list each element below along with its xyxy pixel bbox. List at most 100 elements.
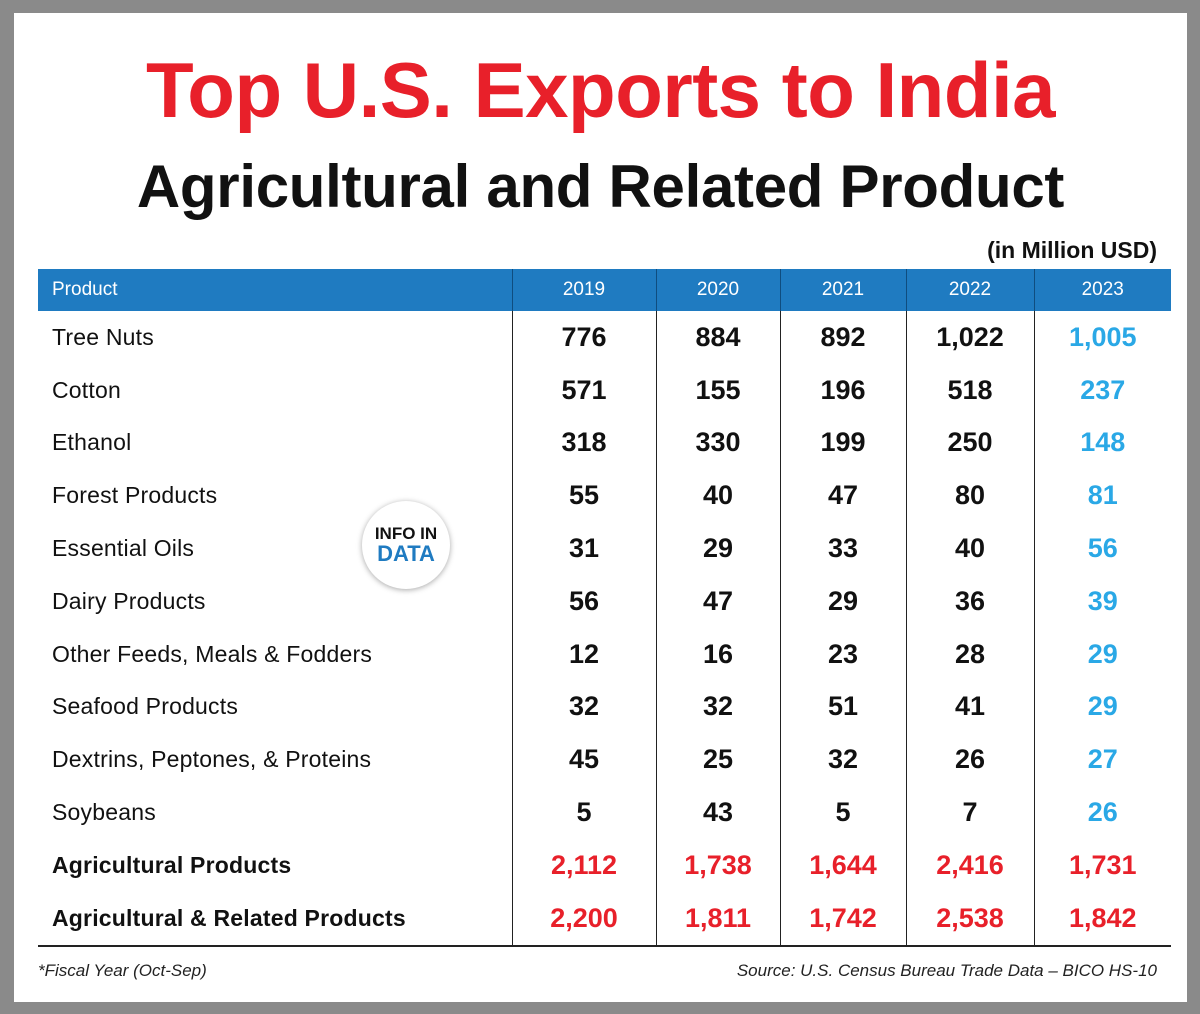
value-cell-2021: 1,644 bbox=[779, 838, 906, 892]
unit-label: (in Million USD) bbox=[987, 237, 1157, 263]
value-cell-2021: 32 bbox=[779, 733, 906, 787]
value-cell-2023: 39 bbox=[1033, 574, 1171, 628]
value-cell-2019: 318 bbox=[511, 416, 656, 470]
value-cell-2023: 27 bbox=[1033, 733, 1171, 787]
value-cell-2021: 199 bbox=[779, 416, 906, 470]
value-cell-2019: 56 bbox=[511, 574, 656, 628]
value-cell-2021: 892 bbox=[779, 311, 906, 364]
product-label: Tree Nuts bbox=[52, 323, 154, 350]
total-row: Agricultural Products 2,112 1,738 1,644 2,41… bbox=[38, 838, 1171, 892]
table-body: Tree Nuts 776 884 892 1,022 1,005 Cotton 571 155… bbox=[38, 311, 1171, 947]
value-cell-2019: 31 bbox=[511, 522, 656, 575]
value-cell-2023: 1,731 bbox=[1033, 838, 1171, 892]
table-header: Product 2019 2020 2021 2022 2023 bbox=[38, 269, 1171, 311]
value-cell-2020: 1,811 bbox=[655, 891, 780, 947]
product-label: Agricultural & Related Products bbox=[38, 891, 512, 947]
value-cell-2022: 36 bbox=[905, 574, 1034, 628]
value-cell-2019: 2,200 bbox=[511, 891, 656, 947]
table-row: Tree Nuts 776 884 892 1,022 1,005 bbox=[38, 311, 1171, 364]
value-cell-2021: 1,742 bbox=[779, 891, 906, 947]
value-cell-2020: 330 bbox=[655, 416, 780, 470]
value-cell-2020: 40 bbox=[655, 469, 780, 523]
value-cell-2022: 41 bbox=[905, 680, 1034, 734]
value-cell-2023: 29 bbox=[1033, 627, 1171, 681]
value-cell-2021: 51 bbox=[779, 680, 906, 734]
value-cell-2023: 29 bbox=[1033, 680, 1171, 734]
value-cell-2019: 55 bbox=[511, 469, 656, 523]
value-cell-2020: 25 bbox=[655, 733, 780, 787]
value-cell-2021: 33 bbox=[779, 522, 906, 575]
value-cell-2022: 28 bbox=[905, 627, 1034, 681]
value-cell-2022: 518 bbox=[905, 363, 1034, 417]
value-cell-2023: 56 bbox=[1033, 522, 1171, 575]
value-cell-2019: 776 bbox=[511, 311, 656, 364]
footnote: *Fiscal Year (Oct-Sep) bbox=[38, 961, 207, 980]
value-cell-2023: 81 bbox=[1033, 469, 1171, 523]
value-cell-2022: 250 bbox=[905, 416, 1034, 470]
value-cell-2020: 16 bbox=[655, 627, 780, 681]
table-row: Other Feeds, Meals & Fodders 12 16 23 28 29 bbox=[38, 627, 1171, 681]
column-header-2023: 2023 bbox=[1033, 269, 1171, 311]
value-cell-2022: 80 bbox=[905, 469, 1034, 523]
column-header-2022: 2022 bbox=[905, 269, 1034, 311]
table-row: Soybeans 5 43 5 7 26 bbox=[38, 786, 1171, 839]
product-label: Essential Oils bbox=[52, 535, 195, 562]
value-cell-2021: 23 bbox=[779, 627, 906, 681]
table-row: Essential Oils 31 29 33 40 56 bbox=[38, 522, 1171, 575]
value-cell-2022: 7 bbox=[905, 786, 1034, 839]
value-cell-2023: 1,842 bbox=[1033, 891, 1171, 947]
product-label: Dairy Products bbox=[52, 587, 206, 614]
chart-title: Top U.S. Exports to India bbox=[145, 46, 1056, 134]
value-cell-2020: 47 bbox=[655, 574, 780, 628]
value-cell-2019: 571 bbox=[511, 363, 656, 417]
value-cell-2020: 155 bbox=[655, 363, 780, 417]
value-cell-2020: 884 bbox=[655, 311, 780, 364]
product-label: Agricultural Products bbox=[52, 851, 292, 878]
value-cell-2020: 29 bbox=[655, 522, 780, 575]
product-label: Cotton bbox=[52, 376, 121, 403]
value-cell-2019: 2,112 bbox=[511, 838, 656, 892]
product-label: Soybeans bbox=[52, 799, 156, 826]
value-cell-2021: 196 bbox=[779, 363, 906, 417]
product-label: Other Feeds, Meals & Fodders bbox=[52, 640, 373, 667]
chart-subtitle: Agricultural and Related Product bbox=[136, 153, 1065, 220]
table-row: Seafood Products 32 32 51 41 29 bbox=[38, 680, 1171, 734]
logo-text-top: INFO IN bbox=[374, 524, 438, 543]
product-label: Dextrins, Peptones, & Proteins bbox=[52, 746, 372, 773]
exports-table: Product 2019 2020 2021 2022 2023 Tree Nuts 776… bbox=[38, 269, 1171, 947]
value-cell-2020: 1,738 bbox=[655, 838, 780, 892]
value-cell-2023: 1,005 bbox=[1033, 311, 1171, 364]
table-row: Ethanol 318 330 199 250 148 bbox=[38, 416, 1171, 470]
column-header-2021: 2021 bbox=[779, 269, 906, 311]
column-header-product: Product bbox=[38, 269, 512, 311]
product-label: Ethanol bbox=[52, 429, 132, 456]
table-row: Cotton 571 155 196 518 237 bbox=[38, 363, 1171, 417]
product-label: Seafood Products bbox=[52, 693, 239, 720]
header-row: Product 2019 2020 2021 2022 2023 bbox=[38, 269, 1171, 311]
value-cell-2021: 47 bbox=[779, 469, 906, 523]
value-cell-2022: 26 bbox=[905, 733, 1034, 787]
value-cell-2023: 237 bbox=[1033, 363, 1171, 417]
table-row: Forest Products 55 40 47 80 81 bbox=[38, 469, 1171, 523]
total-row: Agricultural & Related Products 2,200 1,81… bbox=[38, 891, 1171, 947]
column-header-2020: 2020 bbox=[655, 269, 780, 311]
column-header-2019: 2019 bbox=[511, 269, 656, 311]
source-note: Source: U.S. Census Bureau Trade Data – … bbox=[736, 961, 1157, 980]
product-label: Forest Products bbox=[52, 482, 218, 509]
value-cell-2022: 2,538 bbox=[905, 891, 1034, 947]
table-row: Dextrins, Peptones, & Proteins 45 25 32 26 27 bbox=[38, 733, 1171, 787]
value-cell-2020: 43 bbox=[655, 786, 780, 839]
table-row: Dairy Products 56 47 29 36 39 bbox=[38, 574, 1171, 628]
value-cell-2019: 5 bbox=[511, 786, 656, 839]
value-cell-2019: 32 bbox=[511, 680, 656, 734]
value-cell-2022: 1,022 bbox=[905, 311, 1034, 364]
logo-text-bottom: DATA bbox=[377, 541, 435, 566]
info-in-data-logo: INFO IN DATA bbox=[362, 501, 450, 589]
value-cell-2020: 32 bbox=[655, 680, 780, 734]
value-cell-2021: 5 bbox=[779, 786, 906, 839]
value-cell-2023: 148 bbox=[1033, 416, 1171, 470]
value-cell-2019: 45 bbox=[511, 733, 656, 787]
value-cell-2023: 26 bbox=[1033, 786, 1171, 839]
value-cell-2022: 40 bbox=[905, 522, 1034, 575]
value-cell-2021: 29 bbox=[779, 574, 906, 628]
